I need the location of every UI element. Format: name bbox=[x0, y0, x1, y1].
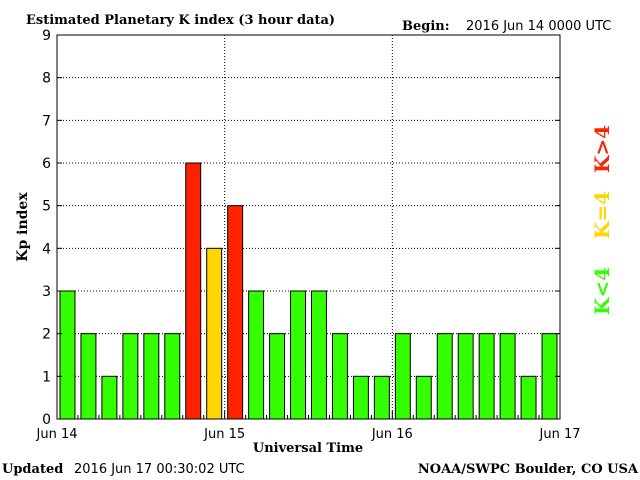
kp-bar bbox=[290, 290, 306, 420]
y-tick-label: 8 bbox=[42, 71, 51, 87]
kp-bar bbox=[311, 290, 327, 420]
legend-equal-4: K=4 bbox=[590, 191, 614, 239]
kp-bar bbox=[101, 375, 118, 420]
y-tick-label: 0 bbox=[42, 412, 51, 428]
kp-bar bbox=[164, 333, 181, 420]
y-tick-label: 7 bbox=[42, 113, 51, 129]
kp-bar bbox=[352, 375, 369, 420]
y-axis-label: Kp index bbox=[15, 192, 31, 262]
kp-bar bbox=[143, 333, 160, 420]
kp-bar bbox=[59, 290, 76, 420]
y-tick-label: 9 bbox=[42, 28, 51, 44]
kp-bar bbox=[436, 333, 453, 420]
legend-below-4: K<4 bbox=[590, 267, 614, 315]
x-axis-label: Universal Time bbox=[253, 441, 363, 456]
y-tick-label: 3 bbox=[42, 284, 51, 300]
kp-bar bbox=[227, 205, 244, 420]
kp-bar bbox=[499, 333, 516, 420]
x-tick-label: Jun 15 bbox=[203, 427, 245, 442]
kp-bar bbox=[269, 333, 286, 420]
x-tick-label: Jun 16 bbox=[371, 427, 413, 442]
y-tick-label: 4 bbox=[42, 241, 51, 257]
begin-value: 2016 Jun 14 0000 UTC bbox=[466, 19, 611, 34]
x-tick-label: Jun 17 bbox=[539, 427, 581, 442]
source-credit: NOAA/SWPC Boulder, CO USA bbox=[418, 462, 639, 477]
kp-bar bbox=[185, 162, 202, 420]
grid-lines bbox=[57, 34, 560, 419]
x-axis-ticks: Jun 14 Jun 15 Jun 16 Jun 17 bbox=[36, 411, 581, 442]
kp-bar bbox=[415, 375, 432, 420]
legend-above-4: K>4 bbox=[590, 125, 614, 173]
kp-bar bbox=[520, 375, 537, 420]
kp-bar bbox=[331, 333, 348, 420]
plot-area bbox=[56, 34, 561, 420]
kp-bar bbox=[394, 333, 411, 420]
chart-title: Estimated Planetary K index (3 hour data… bbox=[26, 13, 335, 28]
kp-bar bbox=[80, 333, 97, 420]
kp-bar bbox=[541, 333, 558, 420]
y-tick-label: 6 bbox=[42, 156, 51, 172]
kp-bar bbox=[122, 333, 139, 420]
kp-bar bbox=[206, 247, 223, 420]
kp-bar bbox=[373, 375, 390, 420]
kp-bar bbox=[478, 333, 495, 420]
updated-label: Updated bbox=[2, 462, 63, 477]
begin-label: Begin: bbox=[402, 19, 450, 34]
updated-value: 2016 Jun 17 00:30:02 UTC bbox=[74, 462, 245, 477]
x-tick-label: Jun 14 bbox=[36, 427, 78, 442]
y-tick-label: 5 bbox=[42, 199, 51, 215]
bars bbox=[59, 162, 558, 420]
y-axis-ticks: 0 1 2 3 4 5 6 7 8 9 bbox=[42, 28, 560, 428]
kp-bar bbox=[248, 290, 265, 420]
y-tick-label: 1 bbox=[42, 369, 51, 385]
kp-bar bbox=[457, 333, 474, 420]
y-tick-label: 2 bbox=[42, 327, 51, 343]
